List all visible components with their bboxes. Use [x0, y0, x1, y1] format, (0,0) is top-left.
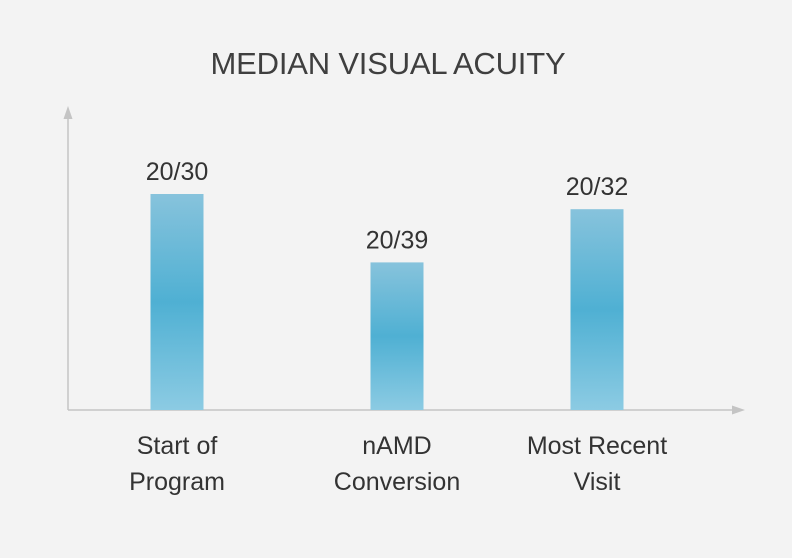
- bar-2: [370, 262, 424, 410]
- x-axis-arrow-icon: [732, 405, 745, 415]
- category-labels-group: Start of Program nAMD Conversion Most Recent…: [129, 432, 667, 496]
- value-label-3: 20/32: [566, 173, 629, 201]
- value-label-1: 20/30: [146, 158, 209, 186]
- category-label-3-line-1: Most Recent: [527, 432, 667, 460]
- category-label-1-line-1: Start of: [137, 432, 218, 460]
- value-label-2: 20/39: [366, 226, 429, 254]
- bar-3: [570, 209, 624, 410]
- y-axis-arrow-icon: [63, 106, 73, 119]
- category-label-1-line-2: Program: [129, 468, 225, 496]
- category-label-3-line-2: Visit: [574, 468, 621, 496]
- bars-group: [150, 194, 624, 410]
- bar-1: [150, 194, 204, 410]
- value-labels-group: 20/30 20/39 20/32: [146, 158, 629, 254]
- chart-title: MEDIAN VISUAL ACUITY: [211, 46, 566, 81]
- category-label-2-line-2: Conversion: [334, 468, 460, 496]
- category-label-2-line-1: nAMD: [362, 432, 431, 460]
